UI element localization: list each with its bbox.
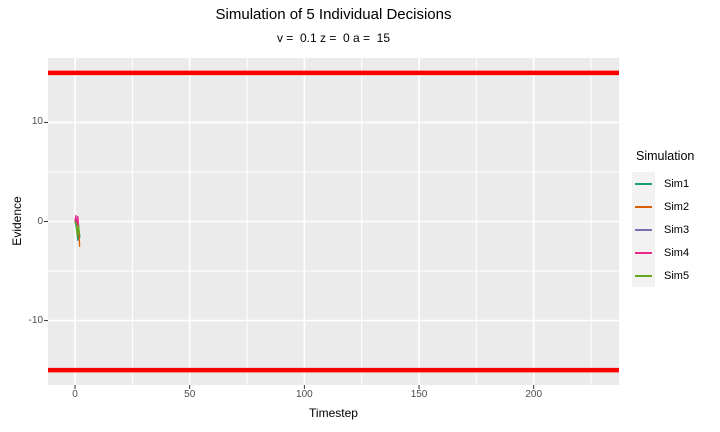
legend-key	[632, 241, 655, 264]
legend-line-swatch-icon	[635, 274, 652, 277]
y-tick-label: -10	[28, 314, 43, 326]
legend-key	[632, 218, 655, 241]
y-tick-label: 0	[37, 215, 43, 227]
legend-line-swatch-icon	[635, 228, 652, 231]
legend-label: Sim5	[664, 269, 690, 282]
series-line-sim5	[74, 220, 81, 237]
legend-key	[632, 264, 655, 287]
legend-item-sim1: Sim1	[632, 172, 720, 195]
legend-label: Sim2	[664, 200, 690, 213]
y-tick-label: 10	[31, 116, 43, 128]
legend: Simulation Sim1 Sim2 Sim3 Sim4 Sim5	[632, 149, 720, 287]
legend-item-sim5: Sim5	[632, 264, 720, 287]
legend-line-swatch-icon	[635, 182, 652, 185]
legend-key	[632, 195, 655, 218]
chart-title: Simulation of 5 Individual Decisions	[215, 6, 452, 23]
legend-item-sim4: Sim4	[632, 241, 720, 264]
legend-label: Sim4	[664, 246, 690, 259]
legend-key	[632, 172, 655, 195]
legend-item-sim2: Sim2	[632, 195, 720, 218]
legend-items: Sim1 Sim2 Sim3 Sim4 Sim5	[632, 172, 720, 287]
x-tick-label: 200	[525, 389, 543, 400]
x-tick-label: 150	[410, 389, 428, 400]
legend-title: Simulation	[636, 149, 695, 163]
chart-subtitle: v = 0.1 z = 0 a = 15	[276, 31, 391, 45]
x-axis-title: Timestep	[309, 406, 358, 420]
x-tick-label: 0	[72, 389, 78, 400]
x-tick-label: 100	[296, 389, 313, 400]
legend-line-swatch-icon	[635, 205, 652, 208]
legend-label: Sim3	[664, 223, 690, 236]
legend-line-swatch-icon	[635, 251, 652, 254]
x-tick-label: 50	[184, 389, 196, 400]
legend-item-sim3: Sim3	[632, 218, 720, 241]
legend-label: Sim1	[664, 177, 690, 190]
